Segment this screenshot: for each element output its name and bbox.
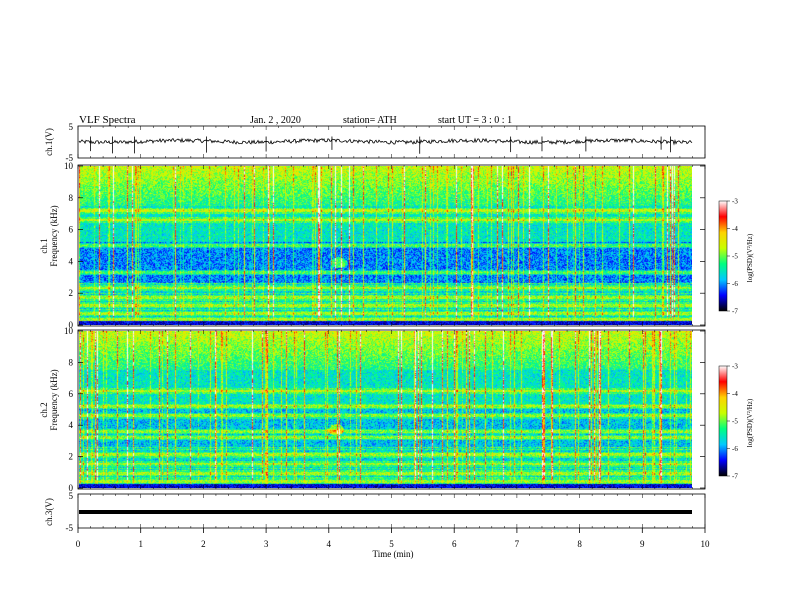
colorbar-tick-label: -7: [732, 308, 738, 316]
y-tick-label: 6: [69, 389, 74, 399]
y-tick-label: 2: [69, 288, 74, 298]
ch3-ylabel: ch.3(V): [44, 498, 54, 526]
ch1-spectrogram-image: [79, 166, 692, 325]
x-tick-label: 10: [701, 539, 711, 549]
header-start-time: start UT = 3 : 0 : 1: [438, 115, 512, 126]
header-station: station= ATH: [343, 115, 397, 126]
ch1-spectrogram-panel: 0 2 4 6 8 10 ch.1 Frequency (kHz): [39, 161, 706, 330]
x-tick-label: 9: [640, 539, 645, 549]
y-tick-label: 2: [69, 452, 74, 462]
y-tick-label: 10: [64, 326, 74, 336]
ch3-waveform-line: [79, 510, 692, 514]
x-axis-label: Time (min): [373, 549, 414, 559]
colorbar-tick-label: -3: [732, 198, 738, 206]
colorbar-tick-label: -6: [732, 280, 738, 288]
ch3-ytick-neg5: -5: [66, 523, 74, 533]
x-tick-label: 7: [515, 539, 520, 549]
y-tick-label: 4: [69, 256, 74, 266]
ch2-spec-ylabel-1: ch.2: [39, 402, 49, 417]
x-tick-label: 1: [138, 539, 143, 549]
colorbar-tick-label: -3: [732, 363, 738, 371]
ch2-spectrogram-image: [79, 331, 692, 488]
figure-title: VLF Spectra: [79, 114, 136, 126]
x-tick-label: 8: [577, 539, 582, 549]
y-tick-label: 0: [69, 483, 74, 493]
ch1-waveform-spikes: [90, 136, 671, 154]
ch2-spectrogram-panel: 0 2 4 6 8 10 ch.2 Frequency (kHz): [39, 326, 706, 493]
x-tick-label: 4: [327, 539, 332, 549]
ch2-colorbar-label: log(PSD)(V²/Hz): [746, 398, 754, 447]
ch1-waveform-panel: 5 -5 ch.1(V): [44, 122, 706, 163]
x-tick-label: 0: [76, 539, 81, 549]
colorbar-tick-label: -7: [732, 473, 738, 481]
ch2-spec-ylabel-2: Frequency (kHz): [49, 369, 59, 430]
ch1-ytick-5: 5: [69, 122, 74, 132]
ch1-ylabel: ch.1(V): [44, 128, 54, 156]
ch3-waveform-panel: 5 -5 ch.3(V): [44, 491, 706, 533]
y-tick-label: 10: [64, 161, 74, 171]
ch2-colorbar: -3 -4 -5 -6 -7 log(PSD)(V²/Hz): [718, 363, 754, 481]
x-tick-label: 6: [452, 539, 457, 549]
ch3-ytick-5: 5: [69, 491, 74, 501]
y-tick-label: 0: [69, 320, 74, 330]
x-tick-label: 5: [389, 539, 394, 549]
ch1-colorbar: -3 -4 -5 -6 -7 log(PSD)(V²/Hz): [718, 198, 754, 316]
y-tick-label: 4: [69, 420, 74, 430]
y-tick-label: 8: [69, 357, 74, 367]
header-date: Jan. 2 , 2020: [250, 115, 301, 126]
ch1-colorbar-label: log(PSD)(V²/Hz): [746, 233, 754, 282]
ch1-ytick-neg5: -5: [66, 153, 74, 163]
ch1-spectrogram-yticks: 0 2 4 6 8 10: [64, 161, 705, 330]
ch1-colorbar-ticks: -3 -4 -5 -6 -7: [727, 198, 738, 316]
ch1-waveform-line: [78, 137, 693, 146]
x-axis-ticks: 0 1 2 3 4 5 6 7 8 9 10: [76, 528, 710, 549]
colorbar-tick-label: -4: [732, 225, 738, 233]
colorbar-tick-label: -4: [732, 390, 738, 398]
colorbar-tick-label: -5: [732, 418, 738, 426]
colorbar-tick-label: -5: [732, 253, 738, 261]
y-tick-label: 8: [69, 193, 74, 203]
x-minor-ticks: [77, 126, 706, 528]
ch2-colorbar-ticks: -3 -4 -5 -6 -7: [727, 363, 738, 481]
ch2-spectrogram-yticks: 0 2 4 6 8 10: [64, 326, 705, 493]
ch1-spec-ylabel-1: ch.1: [39, 238, 49, 253]
ch1-spec-ylabel-2: Frequency (kHz): [49, 205, 59, 266]
x-tick-label: 3: [264, 539, 269, 549]
x-tick-label: 2: [201, 539, 206, 549]
colorbar-tick-label: -6: [732, 445, 738, 453]
y-tick-label: 6: [69, 225, 74, 235]
